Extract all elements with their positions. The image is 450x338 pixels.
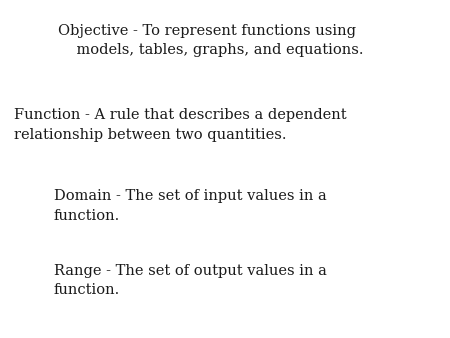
Text: Range - The set of output values in a
function.: Range - The set of output values in a fu… bbox=[54, 264, 327, 297]
Text: Function - A rule that describes a dependent
relationship between two quantities: Function - A rule that describes a depen… bbox=[14, 108, 346, 142]
Text: Domain - The set of input values in a
function.: Domain - The set of input values in a fu… bbox=[54, 189, 327, 223]
Text: Objective - To represent functions using
    models, tables, graphs, and equatio: Objective - To represent functions using… bbox=[58, 24, 364, 57]
